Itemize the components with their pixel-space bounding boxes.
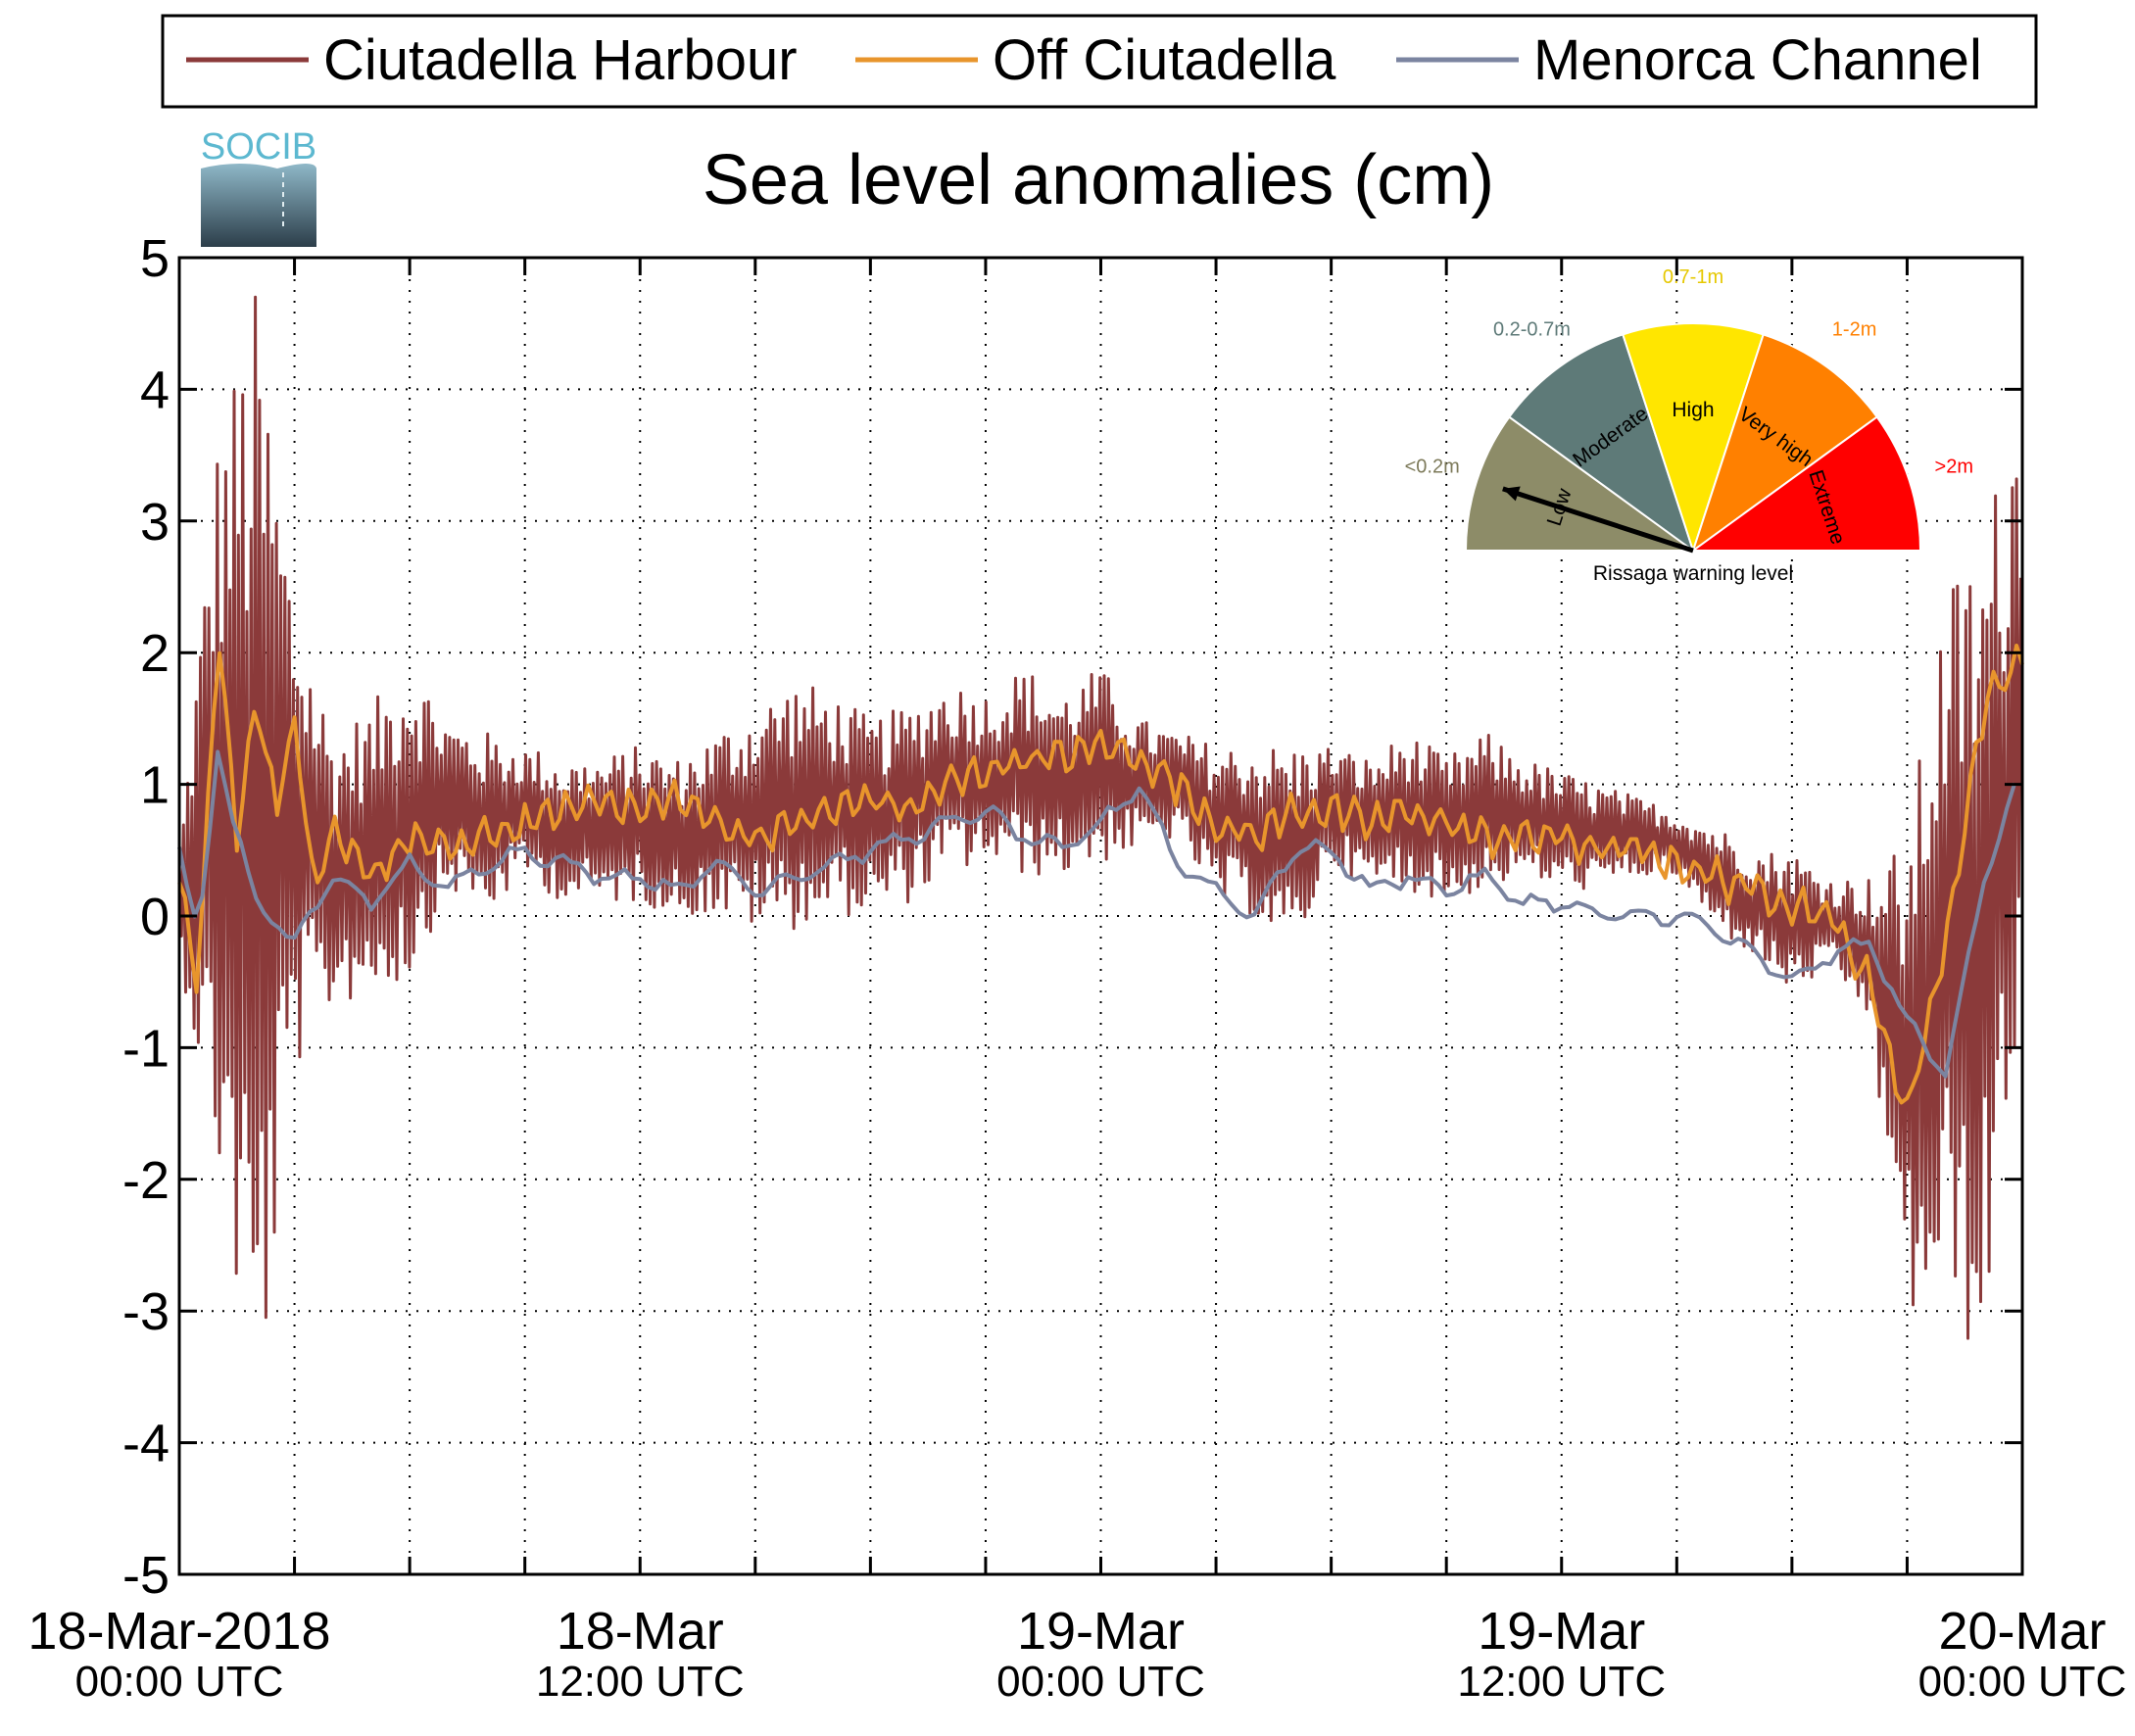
x-tick-label-date: 19-Mar xyxy=(1017,1602,1185,1661)
y-tick-label: 0 xyxy=(140,888,170,946)
series-line-menorca-channel xyxy=(177,749,2017,1079)
x-tick-label-time: 00:00 UTC xyxy=(1918,1658,2127,1706)
gauge-segment-very-high xyxy=(1691,333,1879,554)
gauge-range-label: >2m xyxy=(1935,456,1973,477)
gauge-segment-moderate xyxy=(1507,333,1695,554)
y-tick-label: 2 xyxy=(140,624,170,683)
gauge-range-label: 0.2-0.7m xyxy=(1493,318,1571,340)
gauge-needle xyxy=(1502,486,1694,554)
logo-emblem xyxy=(201,164,316,247)
y-axis: 5 4 3 2 1 0 -1 -2 -3 -4 -5 xyxy=(122,229,2022,1605)
gauge-caption: Rissaga warning level xyxy=(1593,562,1793,585)
y-tick-label: -4 xyxy=(122,1415,170,1473)
y-tick-label: -1 xyxy=(122,1019,170,1078)
x-tick-label-time: 12:00 UTC xyxy=(1457,1658,1666,1706)
gauge-segment-high xyxy=(1622,322,1765,555)
x-tick-label-time: 00:00 UTC xyxy=(996,1658,1205,1706)
y-tick-label: -2 xyxy=(122,1151,170,1210)
rissaga-gauge: <0.2mLow0.2-0.7mModerate0.7-1mHigh1-2mVe… xyxy=(1405,266,1973,585)
x-tick-label-date: 18-Mar xyxy=(557,1602,724,1661)
x-tick-label-time: 00:00 UTC xyxy=(75,1658,284,1706)
legend-label: Off Ciutadella xyxy=(993,28,1336,92)
chart-title: Sea level anomalies (cm) xyxy=(703,141,1494,219)
gauge-range-label: 0.7-1m xyxy=(1663,266,1723,288)
gauge-needle-arrowhead xyxy=(1502,486,1521,502)
gauge-level-label: High xyxy=(1672,399,1714,421)
logo-text: SOCIB xyxy=(201,126,316,168)
legend-box xyxy=(161,14,2038,109)
x-tick-label-date: 20-Mar xyxy=(1938,1602,2106,1661)
legend-label: Ciutadella Harbour xyxy=(323,28,798,92)
y-tick-label: -3 xyxy=(122,1282,170,1341)
y-tick-label: 1 xyxy=(140,756,170,815)
legend-label: Menorca Channel xyxy=(1533,28,1982,92)
y-tick-label: -5 xyxy=(122,1546,170,1605)
x-tick-label-date: 18-Mar-2018 xyxy=(27,1602,330,1661)
gauge-range-label: 1-2m xyxy=(1832,318,1877,340)
y-tick-label: 4 xyxy=(140,361,170,419)
gauge-segment-low xyxy=(1464,415,1697,552)
socib-logo: SOCIB xyxy=(201,126,316,247)
gauge-range-label: <0.2m xyxy=(1405,456,1460,477)
x-tick-label-date: 19-Mar xyxy=(1478,1602,1645,1661)
series-line-ciutadella-harbour xyxy=(177,295,2022,1340)
series-line-off-ciutadella xyxy=(177,644,2024,1105)
x-tick-label-time: 12:00 UTC xyxy=(536,1658,745,1706)
series-group xyxy=(177,295,2024,1340)
y-tick-label: 5 xyxy=(140,229,170,288)
y-tick-label: 3 xyxy=(140,493,170,552)
gauge-segment-extreme xyxy=(1689,415,1922,552)
legend: Ciutadella Harbour Off Ciutadella Menorca … xyxy=(161,14,2038,109)
